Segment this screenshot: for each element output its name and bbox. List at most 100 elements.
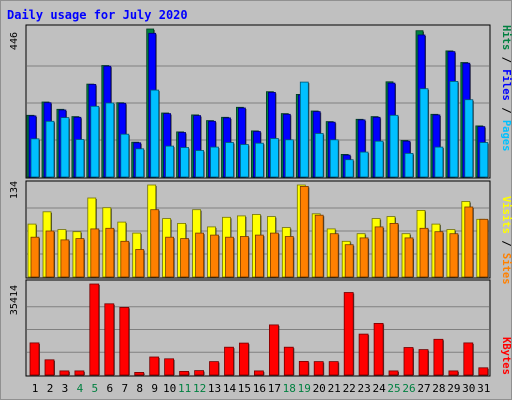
bar-sites-day-undefined (269, 232, 279, 278)
bar-kbytes-day-undefined (89, 283, 100, 376)
bar-pages-day-29 (449, 81, 459, 178)
bar-kbytes-day-undefined (29, 342, 40, 376)
x-tick-label: 13 (208, 382, 221, 395)
x-tick-label: 17 (268, 382, 281, 395)
bar-kbytes-day-undefined (343, 292, 354, 376)
x-tick-label: 12 (193, 382, 206, 395)
bar-kbytes-day-undefined (74, 370, 85, 376)
bar-kbytes-day-undefined (179, 370, 190, 376)
x-tick-label: 5 (91, 382, 98, 395)
legend-files: Files (500, 69, 512, 101)
bar-pages-day-17 (269, 138, 279, 178)
bar-kbytes-day-undefined (418, 349, 429, 376)
visits-sites-panel: 134 Visits / Sites (9, 180, 512, 285)
bar-kbytes-day-undefined (388, 370, 399, 376)
bar-pages-day-5 (90, 105, 100, 178)
bar-kbytes-day-undefined (433, 338, 444, 376)
bar-pages-day-11 (180, 147, 190, 178)
bar-sites-day-undefined (479, 218, 489, 278)
x-tick-label: 2 (47, 382, 54, 395)
bar-pages-day-2 (45, 120, 55, 178)
x-tick-label: 8 (136, 382, 143, 395)
legend-sites: Sites (500, 253, 512, 285)
bar-kbytes-day-undefined (283, 346, 294, 376)
bar-sites-day-undefined (314, 214, 324, 278)
chart-title: Daily usage for July 2020 (7, 8, 188, 22)
x-tick-label: 9 (151, 382, 158, 395)
bar-kbytes-day-undefined (59, 370, 70, 376)
bar-sites-day-undefined (374, 226, 384, 278)
y-max-label: 35414 (9, 285, 20, 315)
bar-pages-day-7 (120, 133, 130, 178)
bar-kbytes-day-undefined (224, 346, 234, 376)
bar-pages-day-25 (389, 114, 399, 178)
bar-kbytes-day-undefined (268, 324, 279, 376)
bar-kbytes-day-undefined (44, 359, 55, 376)
bar-sites-day-undefined (195, 232, 205, 278)
bar-kbytes-day-undefined (104, 303, 115, 376)
bar-sites-day-undefined (75, 238, 85, 278)
bar-sites-day-undefined (30, 236, 40, 278)
x-tick-label: 21 (328, 382, 341, 395)
bar-kbytes-day-undefined (149, 356, 160, 376)
x-tick-label: 4 (77, 382, 84, 395)
bar-sites-day-undefined (359, 237, 369, 278)
bar-sites-day-undefined (180, 238, 190, 278)
x-tick-label: 29 (447, 382, 460, 395)
bar-pages-day-26 (404, 152, 414, 178)
x-tick-label: 31 (477, 382, 490, 395)
bar-sites-day-undefined (105, 227, 115, 278)
bar-pages-day-28 (434, 146, 444, 178)
bar-kbytes-day-undefined (478, 367, 489, 376)
bar-sites-day-undefined (225, 236, 234, 278)
bar-kbytes-day-undefined (238, 342, 249, 376)
bar-kbytes-day-undefined (253, 370, 264, 376)
bar-kbytes-day-undefined (463, 342, 474, 376)
bar-pages-day-14 (225, 142, 234, 178)
legend-hits: Hits (500, 25, 512, 50)
bar-sites-day-undefined (135, 249, 145, 278)
x-tick-label: 24 (372, 382, 386, 395)
bar-kbytes-day-undefined (209, 361, 219, 376)
x-tick-label: 3 (62, 382, 69, 395)
bar-kbytes-day-undefined (403, 347, 414, 376)
y-max-label: 446 (9, 32, 20, 50)
bar-pages-day-8 (135, 148, 145, 178)
bar-sites-day-undefined (239, 236, 249, 278)
bar-kbytes-day-undefined (119, 306, 130, 376)
bar-kbytes-day-undefined (164, 358, 175, 376)
x-tick-label: 18 (283, 382, 296, 395)
x-tick-label: 7 (121, 382, 128, 395)
x-tick-label: 14 (223, 382, 237, 395)
bar-kbytes-day-undefined (328, 361, 339, 376)
x-tick-label: 28 (432, 382, 445, 395)
x-tick-label: 10 (163, 382, 176, 395)
bar-sites-day-undefined (254, 234, 264, 278)
x-tick-label: 23 (357, 382, 370, 395)
bar-sites-day-undefined (464, 206, 474, 278)
bar-sites-day-undefined (210, 234, 219, 278)
legend-pages: Pages (500, 120, 512, 152)
bar-kbytes-day-undefined (194, 370, 205, 376)
bar-sites-day-undefined (284, 236, 294, 278)
bar-pages-day-12 (195, 150, 205, 178)
legend-kbytes: KBytes (500, 337, 512, 375)
bar-pages-day-13 (210, 146, 219, 178)
panel-side-legend: KBytes (500, 337, 512, 375)
bar-pages-day-3 (60, 117, 70, 178)
bar-kbytes-day-undefined (358, 333, 369, 376)
x-tick-label: 19 (298, 382, 311, 395)
bar-sites-day-undefined (165, 236, 175, 278)
bar-sites-day-undefined (329, 233, 339, 278)
x-tick-label: 27 (417, 382, 430, 395)
bar-kbytes-day-undefined (448, 370, 459, 376)
bar-pages-day-16 (254, 142, 264, 178)
bar-pages-day-31 (479, 142, 489, 178)
bar-pages-day-6 (105, 102, 115, 178)
panel-side-legend: Visits / Sites (500, 196, 512, 285)
bar-kbytes-day-undefined (134, 371, 145, 376)
kbytes-panel: 35414 KBytes (9, 279, 512, 377)
bar-kbytes-day-undefined (298, 360, 309, 376)
